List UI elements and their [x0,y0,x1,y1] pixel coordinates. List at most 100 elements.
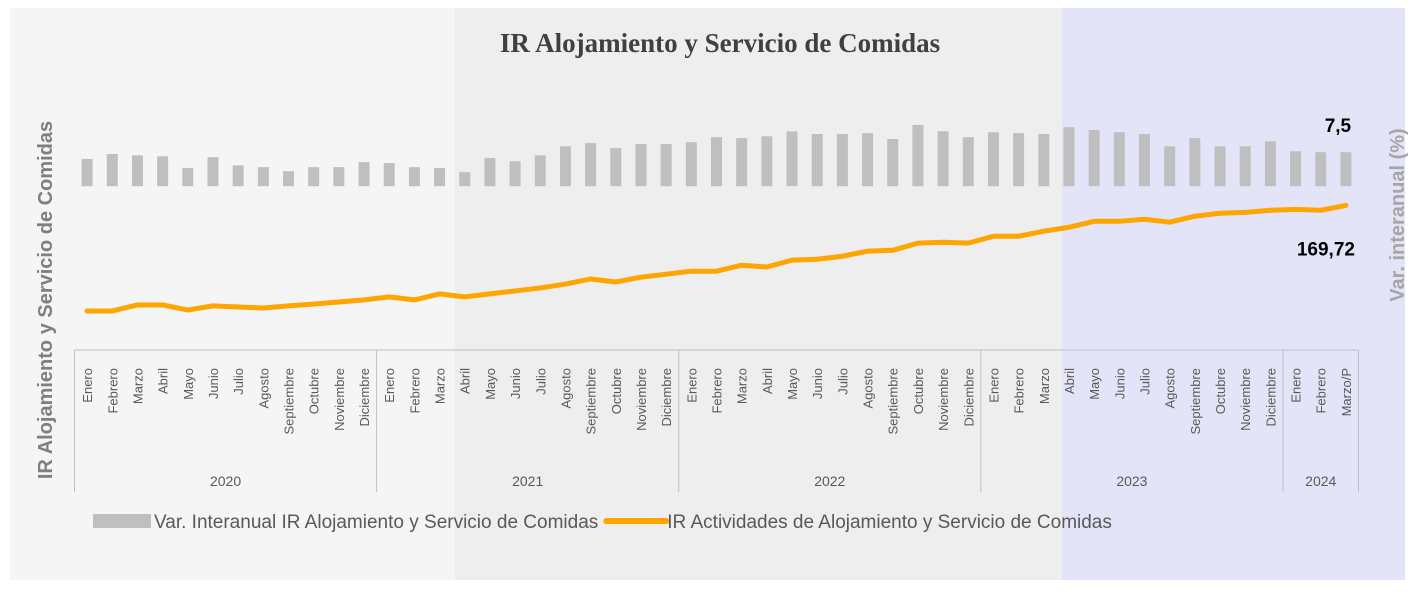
x-tick-label: Julio [835,368,850,395]
bar [408,167,420,187]
bar [1139,134,1150,187]
x-tick-label: Abril [1062,368,1077,394]
x-tick-label: Septiembre [1188,368,1203,434]
line [84,202,1349,314]
x-tick-label: Marzo [1037,368,1052,404]
bar [131,155,143,187]
x-tick-label: Octubre [1213,368,1228,414]
bar [736,138,748,187]
x-tick-label: Junio [508,368,523,399]
x-tick-label: Junio [1112,368,1127,399]
x-tick-label: Julio [231,368,246,395]
bar [1315,152,1327,187]
x-tick-label: Febrero [710,368,725,414]
x-tick-label: Marzo [130,368,145,404]
group-label: 2022 [814,473,845,489]
bar [1214,146,1226,187]
x-tick-label: Noviembre [332,368,347,431]
bar [635,144,647,187]
bar [358,162,370,187]
legend-swatch [93,514,151,528]
shade-region [455,8,1062,580]
bar [559,146,571,187]
bar [711,137,722,187]
group-label: 2023 [1116,473,1147,489]
x-tick-label: Enero [1289,368,1304,403]
bar [484,158,496,187]
bar [585,143,597,187]
data-label: 7,5 [1325,116,1352,137]
legend-label: IR Actividades de Alojamiento y Servicio… [667,512,1112,533]
bar [962,137,974,187]
bar [534,155,546,187]
x-tick-label: Abril [458,368,473,394]
bar [257,167,269,187]
x-tick-label: Febrero [1314,368,1329,414]
x-tick-label: Septiembre [584,368,599,434]
bar [862,133,874,187]
x-tick-label: Diciembre [357,368,372,427]
bar [81,158,93,187]
data-label: 169,72 [1297,239,1355,260]
x-tick-label: Diciembre [1263,368,1278,427]
y2-axis-title: Var. interanual (%) [1387,128,1409,301]
bar [1113,132,1125,187]
bar [182,168,194,187]
x-tick-label: Febrero [1012,368,1027,414]
x-tick-label: Mayo [1087,368,1102,400]
group-label: 2021 [512,473,543,489]
bar [1340,152,1352,187]
bar [987,132,999,187]
x-tick-label: Diciembre [961,368,976,427]
bar [1063,127,1075,187]
bar [1290,151,1302,187]
x-tick-label: Octubre [307,368,322,414]
x-tick-label: Diciembre [659,368,674,427]
x-tick-label: Marzo [735,368,750,404]
x-tick-label: Agosto [861,368,876,408]
y-axis-title: IR Alojamiento y Servicio de Comidas [35,121,57,479]
bar [434,168,446,187]
x-tick-label: Agosto [558,368,573,408]
x-tick-label: Mayo [483,368,498,400]
bar [1189,138,1201,187]
x-tick-label: Abril [156,368,171,394]
x-tick-label: Febrero [407,368,422,414]
bar [811,134,823,187]
bar [1164,146,1176,187]
bar [459,172,471,187]
x-tick-label: Julio [533,368,548,395]
bar [106,153,118,187]
x-tick-label: Julio [1138,368,1153,395]
bar [1264,141,1276,187]
x-tick-label: Mayo [785,368,800,400]
x-tick-label: Junio [810,368,825,399]
x-tick-label: Febrero [105,368,120,414]
bar [333,167,345,187]
legend-label: Var. Interanual IR Alojamiento y Servici… [154,512,598,533]
bar [887,139,899,187]
x-tick-label: Noviembre [936,368,951,431]
bar [383,163,395,187]
bar [610,148,622,187]
bar [1239,146,1251,187]
x-tick-label: Noviembre [634,368,649,431]
x-tick-label: Enero [986,368,1001,403]
bar [685,142,697,187]
bar [786,131,798,187]
chart-title: IR Alojamiento y Servicio de Comidas [500,28,940,58]
bar [207,157,219,187]
bar [1038,134,1050,187]
bar [308,167,320,187]
bar [509,161,521,187]
bar [761,136,773,187]
group-label: 2024 [1305,473,1336,489]
x-tick-label: Mayo [181,368,196,400]
bar [937,131,949,187]
x-tick-label: Abril [760,368,775,394]
x-tick-label: Octubre [609,368,624,414]
x-tick-label: Enero [684,368,699,403]
group-label: 2020 [210,473,241,489]
bar [836,134,848,187]
